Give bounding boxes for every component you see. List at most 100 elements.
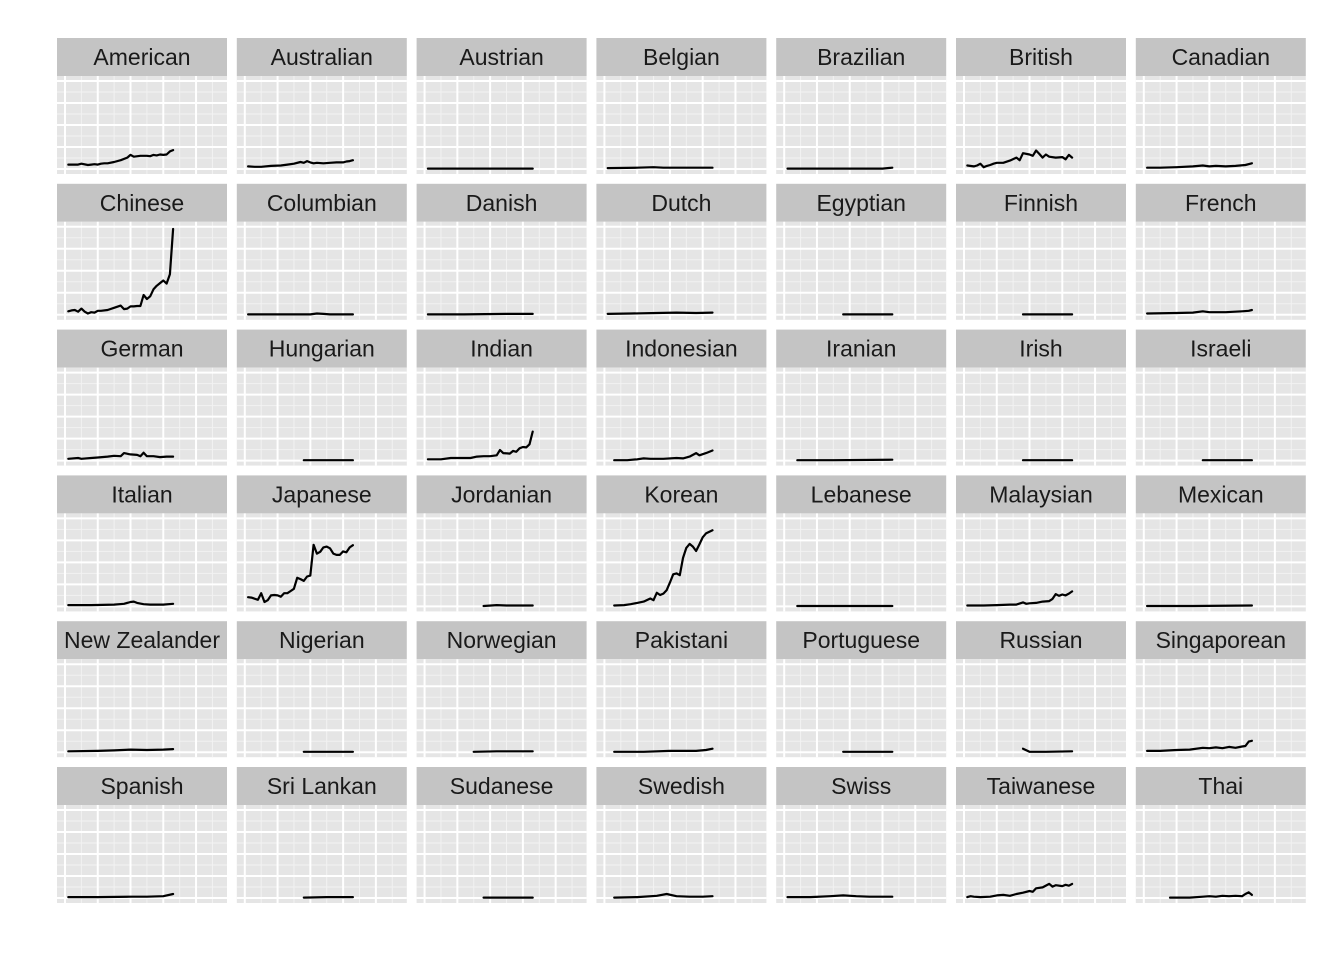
facet-label: Austrian: [459, 44, 543, 70]
facet-label: Nigerian: [279, 627, 365, 653]
facet-malaysian: Malaysian: [956, 475, 1126, 612]
facet-label: Danish: [466, 190, 538, 216]
facet-grid: [596, 76, 767, 174]
facet-grid: [57, 76, 227, 174]
facet-strip: [956, 329, 1126, 368]
facet-grid: [956, 367, 1126, 466]
series-line-thai: [1168, 891, 1254, 899]
facet-label: Hungarian: [269, 336, 375, 362]
facet-label: Portuguese: [802, 627, 920, 653]
facet-grid: [776, 805, 947, 903]
facet-korean: Korean: [596, 475, 767, 612]
facet-label: Indonesian: [625, 336, 738, 362]
facet-grid: [416, 805, 587, 903]
facet-finnish: Finnish: [956, 183, 1126, 320]
facet-grid: [57, 659, 227, 758]
facet-grid: [57, 805, 227, 903]
facet-grid: [596, 513, 767, 612]
facet-indian: Indian: [416, 329, 587, 466]
facet-label: Jordanian: [451, 481, 552, 507]
facet-strip: [596, 767, 767, 805]
facet-australian: Australian: [236, 38, 407, 174]
facet-grid: [236, 221, 407, 320]
facet-israeli: Israeli: [1135, 329, 1306, 466]
facet-strip: [57, 767, 227, 805]
facet-strip: [956, 183, 1126, 222]
facet-strip: [57, 38, 227, 76]
facet-pakistani: Pakistani: [596, 621, 767, 758]
facet-irish: Irish: [956, 329, 1126, 466]
series-line-chinese: [67, 227, 175, 315]
facet-hungarian: Hungarian: [236, 329, 407, 466]
series-line-new-zealander: [67, 747, 175, 753]
facet-grid: [1135, 76, 1306, 174]
facet-strip: [236, 621, 407, 660]
facet-strip: [416, 621, 587, 660]
facet-iranian: Iranian: [776, 329, 947, 466]
facet-russian: Russian: [956, 621, 1126, 758]
facet-strip: [1135, 767, 1306, 805]
facet-japanese: Japanese: [236, 475, 407, 612]
facet-grid: [236, 513, 407, 612]
series-line-dutch: [606, 311, 714, 315]
facet-strip: [416, 183, 587, 222]
facet-label: Chinese: [100, 190, 184, 216]
facet-austrian: Austrian: [416, 38, 587, 174]
facet-label: New Zealander: [64, 627, 220, 653]
facet-grid: [776, 659, 947, 758]
facet-label: Canadian: [1172, 44, 1270, 70]
series-line-russian: [1021, 747, 1074, 753]
facet-strip: [57, 329, 227, 368]
facet-strip: [1135, 621, 1306, 660]
series-line-indonesian: [613, 449, 714, 462]
facet-label: Indian: [470, 336, 533, 362]
facet-label: German: [100, 336, 183, 362]
facet-label: Norwegian: [447, 627, 557, 653]
facet-grid: [1135, 221, 1306, 320]
facet-strip: [236, 38, 407, 76]
facet-columbian: Columbian: [236, 183, 407, 320]
series-line-singaporean: [1145, 739, 1254, 753]
facet-strip: [236, 329, 407, 368]
facet-label: Spanish: [100, 773, 183, 799]
series-line-korean: [613, 529, 714, 607]
facet-label: Dutch: [651, 190, 711, 216]
series-line-jordanian: [482, 603, 534, 608]
facet-grid: [596, 805, 767, 903]
facet-label: Lebanese: [811, 481, 912, 507]
facet-strip: [1135, 475, 1306, 514]
facet-dutch: Dutch: [596, 183, 767, 320]
facet-strip: [236, 767, 407, 805]
series-line-swedish: [613, 892, 714, 899]
facet-strip: [776, 183, 947, 222]
facet-swedish: Swedish: [596, 767, 767, 903]
facet-label: Australian: [271, 44, 373, 70]
series-line-danish: [426, 312, 534, 316]
facet-grid: [1135, 659, 1306, 758]
facet-grid: [416, 659, 587, 758]
facet-grid: [956, 659, 1126, 758]
facet-strip: [57, 621, 227, 660]
series-line-german: [67, 451, 175, 460]
facet-grid: [57, 513, 227, 612]
facet-indonesian: Indonesian: [596, 329, 767, 466]
facet-sri-lankan: Sri Lankan: [236, 767, 407, 903]
facet-swiss: Swiss: [776, 767, 947, 903]
facet-label: Singaporean: [1156, 627, 1286, 653]
facet-grid: [776, 367, 947, 466]
facet-label: Mexican: [1178, 481, 1264, 507]
facet-strip: [236, 183, 407, 222]
series-line-mexican: [1145, 604, 1254, 608]
facet-strip: [57, 475, 227, 514]
series-line-japanese: [247, 543, 354, 604]
facet-strip: [776, 767, 947, 805]
facet-grid: [236, 76, 407, 174]
series-line-french: [1145, 308, 1254, 315]
facet-label: Malaysian: [989, 481, 1093, 507]
facet-strip: [776, 621, 947, 660]
facet-label: Swedish: [638, 773, 725, 799]
facet-canadian: Canadian: [1135, 38, 1306, 174]
facet-spanish: Spanish: [57, 767, 227, 903]
facet-danish: Danish: [416, 183, 587, 320]
